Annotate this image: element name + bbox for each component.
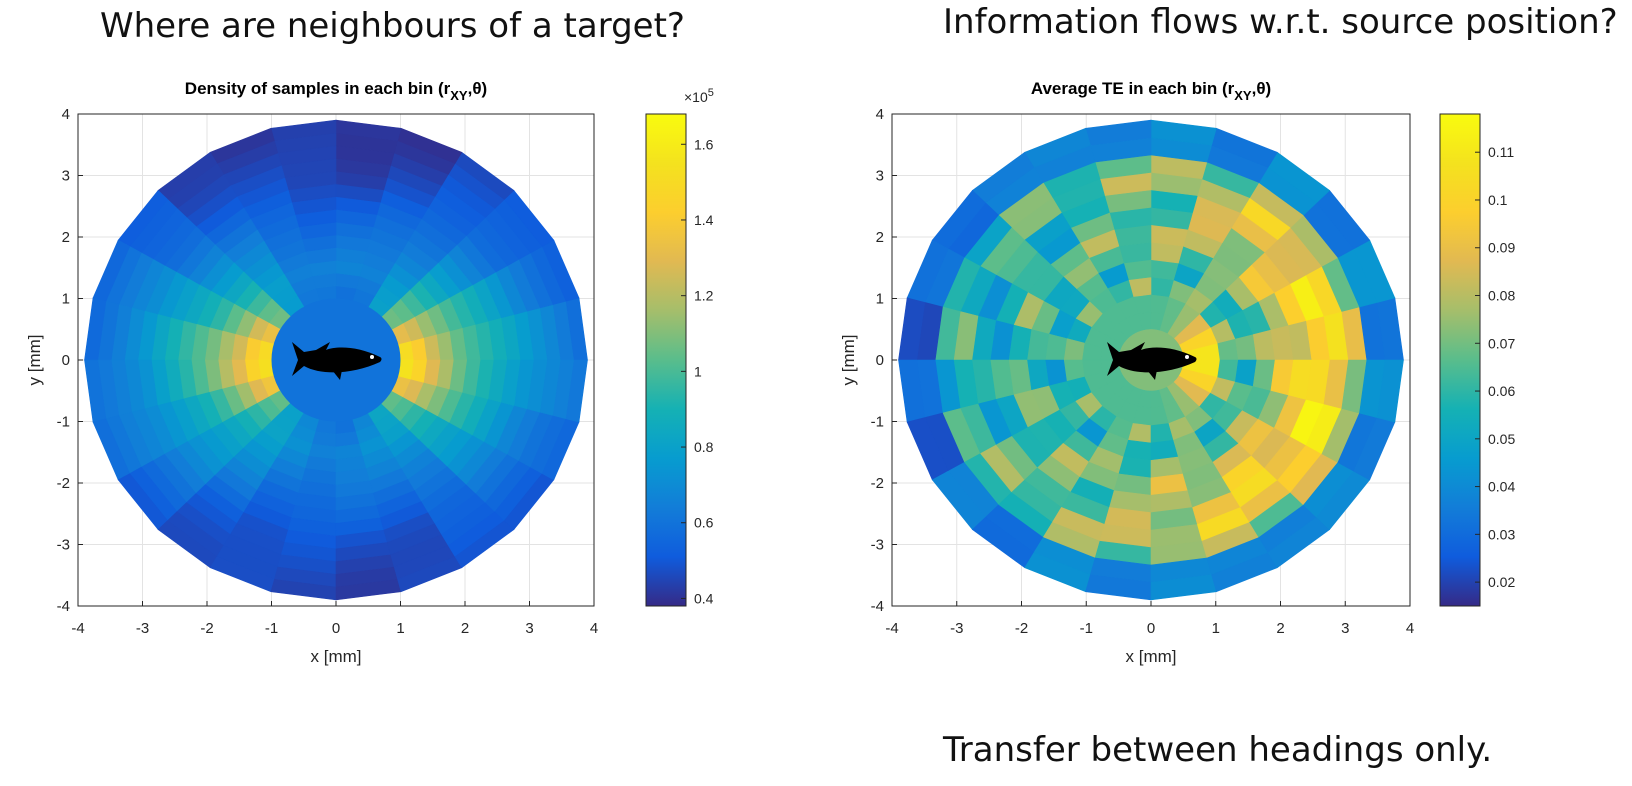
y-tick-label: -3: [871, 537, 884, 554]
colorbar-tick-label: 0.07: [1488, 335, 1515, 351]
x-tick-label: 2: [1276, 620, 1284, 637]
chart-title: Average TE in each bin (rXY,θ): [1031, 79, 1271, 103]
fish-body: [1107, 342, 1197, 376]
chart-panel-1: -4 -3 -2 -1 0 1 2 3 4 -4 -3 -2 -1 0 1 2 3 4 x [mm] y [mm] De…: [25, 79, 714, 666]
colorbar-tick-label: 0.02: [1488, 574, 1515, 590]
heatmap-cells: [898, 119, 1404, 601]
x-tick-label: 4: [590, 620, 598, 637]
y-tick-label: 3: [62, 168, 70, 185]
colorbar-tick-label: 1.2: [694, 288, 714, 304]
x-axis-label: x [mm]: [1126, 647, 1177, 666]
y-tick-label: 1: [876, 291, 884, 308]
fish-fin: [332, 370, 342, 380]
fish-icon: [292, 342, 382, 380]
heatmap-cell: [1376, 359, 1404, 423]
x-tick-label: -2: [1015, 620, 1028, 637]
x-tick-label: -4: [885, 620, 898, 637]
y-axis-label: y [mm]: [839, 335, 858, 386]
colorbar: [1439, 113, 1481, 607]
y-tick-label: -4: [871, 598, 884, 615]
y-tick-label: -1: [871, 414, 884, 431]
colorbar-tick-label: 0.05: [1488, 431, 1515, 447]
y-tick-label: -3: [57, 537, 70, 554]
x-tick-label: -1: [265, 620, 278, 637]
colorbar-tick-label: 0.8: [694, 439, 714, 455]
fish-eye: [370, 355, 374, 359]
chart-panel-2: -4 -3 -2 -1 0 1 2 3 4 -4 -3 -2 -1 0 1 2 3 4 x [mm] y [mm] Av…: [839, 79, 1515, 666]
colorbar-tick-label: 0.04: [1488, 479, 1515, 495]
y-tick-label: 0: [62, 352, 70, 369]
y-tick-label: 2: [876, 229, 884, 246]
colorbar-tick-label: 0.11: [1488, 144, 1514, 160]
y-tick-label: 2: [62, 229, 70, 246]
footnote-text: Transfer between headings only.: [943, 730, 1493, 770]
y-tick-label: -2: [57, 475, 70, 492]
x-tick-label: -1: [1080, 620, 1093, 637]
heatmap-cell: [565, 359, 588, 423]
colorbar-tick-label: 1: [694, 363, 702, 379]
colorbar-multiplier: ×105: [684, 87, 714, 105]
colorbar-tick-label: 0.03: [1488, 526, 1515, 542]
y-tick-label: 4: [876, 106, 884, 123]
x-tick-label: 3: [1341, 620, 1349, 637]
x-axis-label: x [mm]: [311, 647, 362, 666]
x-tick-label: 2: [461, 620, 469, 637]
colorbar-tick-label: 1.6: [694, 136, 714, 152]
x-tick-label: -3: [950, 620, 963, 637]
x-tick-label: 1: [396, 620, 404, 637]
x-tick-label: 3: [525, 620, 533, 637]
y-tick-label: -4: [57, 598, 70, 615]
heatmap-cells: [84, 119, 588, 601]
colorbar-tick-label: 0.6: [694, 515, 714, 531]
fish-icon: [1107, 342, 1197, 380]
colorbar-tick-label: 0.1: [1488, 192, 1508, 208]
fish-body: [292, 342, 382, 376]
x-tick-label: -3: [136, 620, 149, 637]
x-tick-label: 0: [1147, 620, 1155, 637]
y-tick-label: 1: [62, 291, 70, 308]
x-tick-label: 1: [1212, 620, 1220, 637]
y-tick-label: 3: [876, 168, 884, 185]
colorbar: [645, 113, 687, 607]
colorbar-tick-label: 0.09: [1488, 240, 1515, 256]
x-tick-label: -2: [200, 620, 213, 637]
y-tick-label: -2: [871, 475, 884, 492]
fish-eye: [1185, 355, 1189, 359]
right-heading: Information flows w.r.t. source position…: [943, 2, 1618, 42]
colorbar-tick-label: 0.4: [694, 590, 714, 606]
colorbar-tick-label: 1.4: [694, 212, 714, 228]
chart-title: Density of samples in each bin (rXY,θ): [185, 79, 487, 103]
left-heading: Where are neighbours of a target?: [100, 6, 685, 46]
x-tick-label: 0: [332, 620, 340, 637]
y-tick-label: 4: [62, 106, 70, 123]
x-tick-label: -4: [71, 620, 84, 637]
fish-fin: [1147, 370, 1157, 380]
colorbar-tick-label: 0.06: [1488, 383, 1515, 399]
y-axis-label: y [mm]: [25, 335, 44, 386]
y-tick-label: 0: [876, 352, 884, 369]
x-tick-label: 4: [1406, 620, 1414, 637]
colorbar-tick-label: 0.08: [1488, 288, 1515, 304]
y-tick-label: -1: [57, 414, 70, 431]
